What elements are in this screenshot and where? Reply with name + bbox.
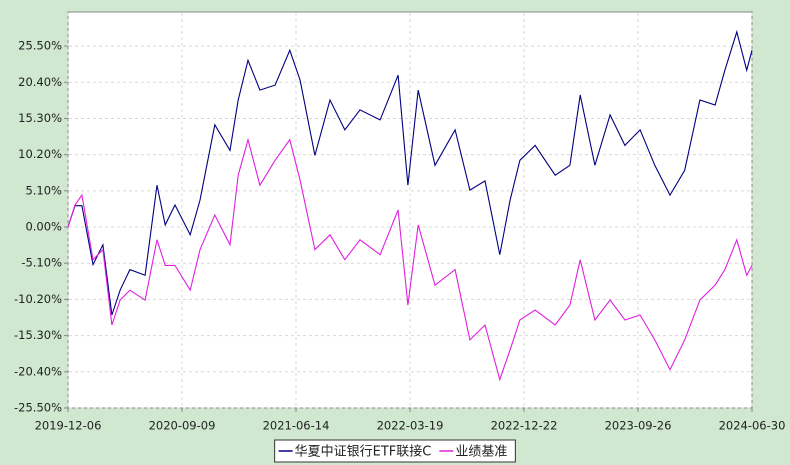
y-tick-label: 20.40% [18,75,62,89]
y-tick-label: -15.30% [14,328,62,342]
y-tick-label: 25.50% [18,39,62,53]
x-tick-label: 2022-12-22 [491,419,558,433]
y-tick-label: -25.50% [14,401,62,415]
y-tick-label: -20.40% [14,364,62,378]
plot-area [67,11,753,409]
y-tick-label: 0.00% [25,220,62,234]
x-tick-label: 2020-09-09 [149,419,216,433]
y-tick-label: 5.10% [25,183,62,197]
x-tick-label: 2021-06-14 [263,419,330,433]
legend-label: 业绩基准 [455,445,507,460]
y-tick-label: 10.20% [18,147,62,161]
x-tick-label: 2023-09-26 [605,419,672,433]
x-tick-label: 2019-12-06 [35,419,102,433]
series-line [67,29,753,316]
y-tick-label: -10.20% [14,292,62,306]
x-tick-label: 2024-06-30 [719,419,786,433]
y-tick-label: 15.30% [18,111,62,125]
legend-label: 华夏中证银行ETF联接C [295,444,432,460]
series-line [67,137,753,382]
x-tick-label: 2022-03-19 [377,419,444,433]
legend [274,439,516,463]
y-tick-label: -5.10% [21,256,62,270]
